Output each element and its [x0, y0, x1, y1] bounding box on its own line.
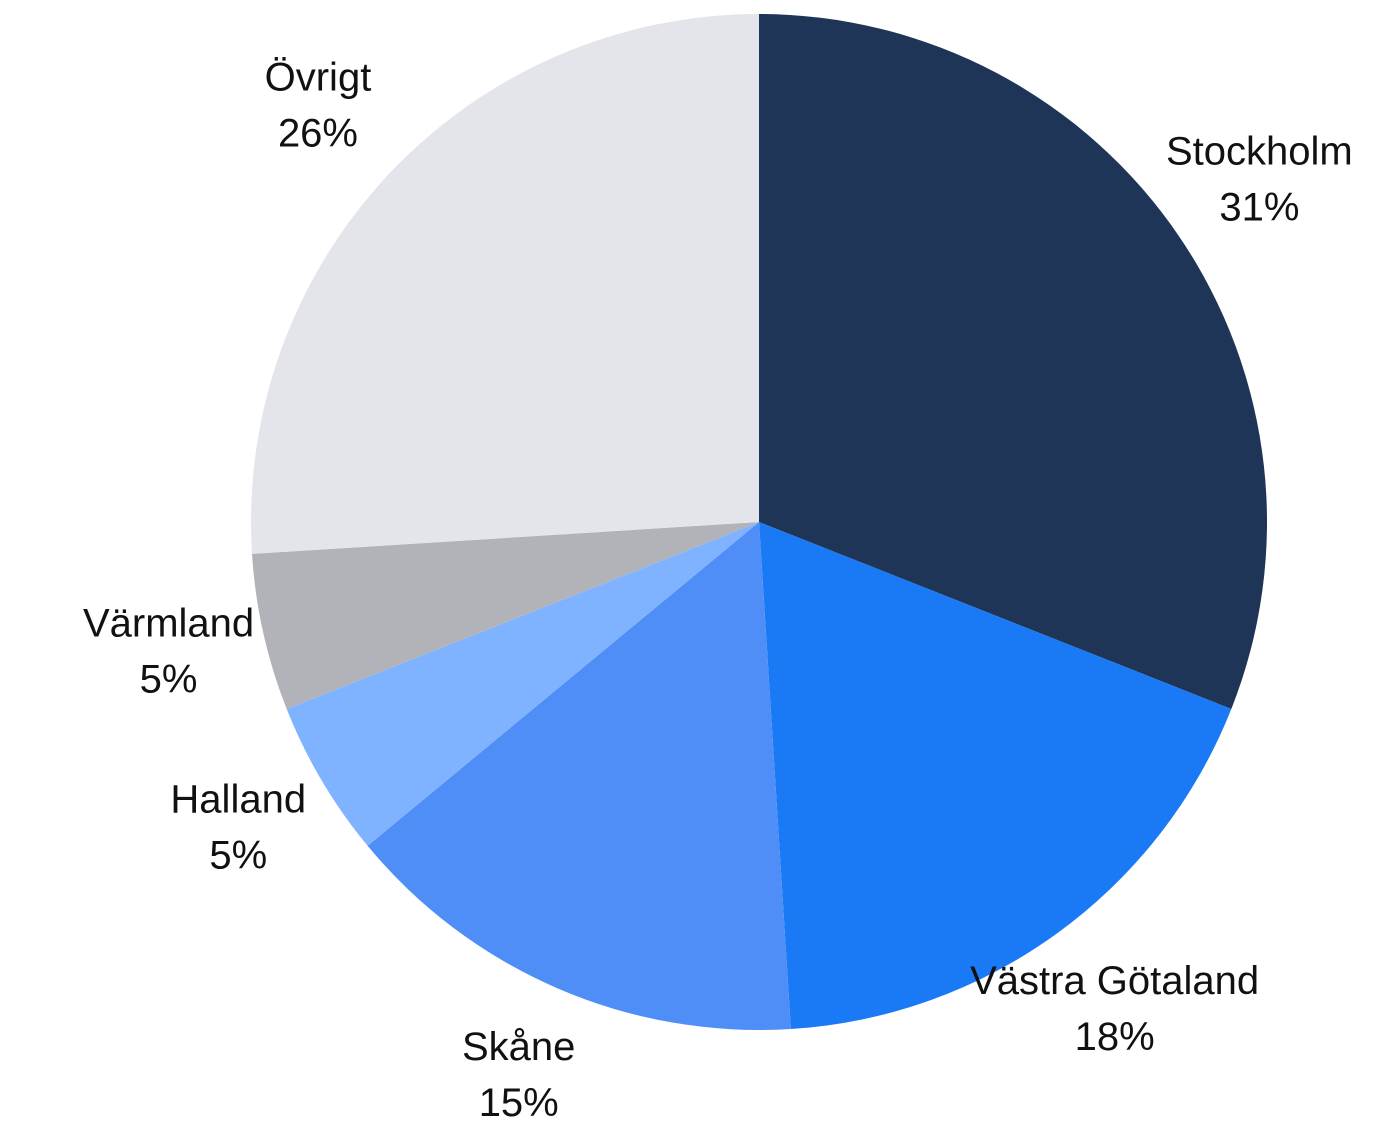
- slice-label: Stockholm: [1166, 130, 1353, 174]
- slice-value-label: 26%: [278, 111, 358, 155]
- slice-value-label: 5%: [209, 834, 267, 878]
- pie-slice: [759, 14, 1267, 710]
- slice-label: Skåne: [462, 1025, 575, 1069]
- slice-value-label: 5%: [140, 658, 198, 702]
- pie-slice: [251, 14, 759, 554]
- pie-slice: [286, 522, 759, 846]
- slice-label: Värmland: [83, 602, 254, 646]
- slice-value-label: 15%: [479, 1081, 559, 1125]
- slice-label: Övrigt: [265, 55, 372, 99]
- pie-slice: [252, 522, 759, 710]
- slice-label: Halland: [170, 778, 306, 822]
- pie-slice: [759, 522, 1232, 1029]
- slice-value-label: 31%: [1219, 186, 1299, 230]
- slice-label: Västra Götaland: [970, 959, 1259, 1003]
- pie-slice: [367, 522, 791, 1030]
- slice-value-label: 18%: [1075, 1015, 1155, 1059]
